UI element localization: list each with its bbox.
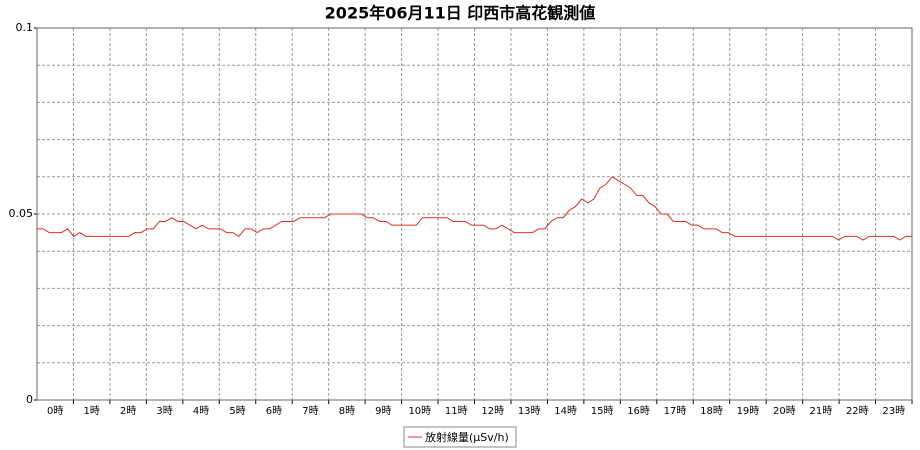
x-tick-label: 10時	[408, 405, 431, 417]
x-tick-label: 14時	[554, 405, 577, 417]
x-tick-label: 17時	[664, 405, 687, 417]
x-tick-label: 3時	[156, 405, 172, 417]
x-tick-label: 20時	[773, 405, 796, 417]
x-tick-label: 19時	[737, 405, 760, 417]
x-tick-label: 5時	[229, 405, 245, 417]
x-tick-label: 12時	[481, 405, 504, 417]
x-tick-label: 1時	[84, 405, 100, 417]
legend-box	[403, 426, 517, 448]
x-tick-label: 7時	[302, 405, 318, 417]
x-tick-label: 4時	[193, 405, 209, 417]
x-tick-label: 8時	[339, 405, 355, 417]
legend-label: 放射線量(μSv/h)	[425, 430, 509, 444]
y-tick-label: 0.1	[16, 21, 34, 34]
x-tick-label: 9時	[375, 405, 391, 417]
x-tick-label: 15時	[591, 405, 614, 417]
x-tick-label: 23時	[882, 405, 905, 417]
y-tick-label: 0.05	[9, 207, 34, 220]
x-tick-label: 11時	[445, 405, 468, 417]
x-tick-label: 18時	[700, 405, 723, 417]
chart-title: 2025年06月11日 印西市高花観測値	[325, 4, 596, 23]
x-tick-label: 16時	[627, 405, 650, 417]
y-tick-label: 0	[26, 393, 33, 406]
plot-border	[36, 27, 913, 401]
data-line	[37, 176, 912, 241]
x-tick-label: 0時	[47, 405, 63, 417]
x-tick-label: 2時	[120, 405, 136, 417]
x-tick-label: 22時	[846, 405, 869, 417]
x-tick-label: 21時	[809, 405, 832, 417]
x-tick-label: 6時	[266, 405, 282, 417]
x-tick-label: 13時	[518, 405, 541, 417]
